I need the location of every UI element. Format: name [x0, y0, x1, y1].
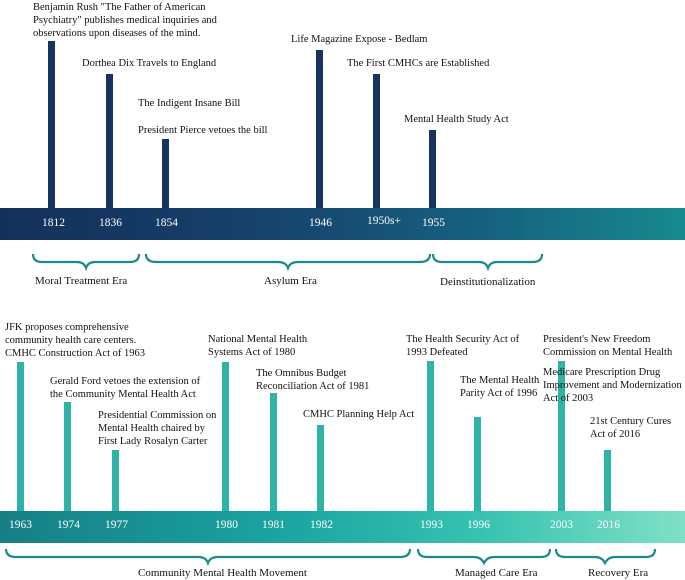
year-1812: 1812 — [42, 217, 65, 229]
stem-1812 — [48, 41, 55, 208]
era-moral-treatment: Moral Treatment Era — [35, 275, 128, 287]
event-cmhc-planning-help-act: CMHC Planning Help Act — [303, 409, 415, 420]
year-2016: 2016 — [597, 519, 620, 531]
year-1996: 1996 — [467, 519, 490, 531]
event-life-magazine: Life Magazine Expose - Bedlam — [291, 34, 428, 45]
era-community-mh-movement: Community Mental Health Movement — [138, 567, 307, 579]
year-1950s: 1950s+ — [367, 215, 401, 227]
year-1955: 1955 — [422, 217, 445, 229]
event-first-cmhcs: The First CMHCs are Established — [347, 58, 490, 69]
stem-2003 — [558, 361, 565, 511]
event-omnibus-budget-act: The Omnibus Budget Reconciliation Act of… — [256, 368, 370, 392]
year-1963: 1963 — [9, 519, 32, 531]
stem-1946 — [316, 50, 323, 208]
stem-1974 — [64, 402, 71, 511]
year-1981: 1981 — [262, 519, 285, 531]
event-benjamin-rush: Benjamin Rush "The Father of American Ps… — [33, 2, 217, 39]
event-medicare-prescription-act: Medicare Prescription Drug Improvement a… — [543, 367, 682, 404]
event-national-mh-systems-act: National Mental Health Systems Act of 19… — [208, 334, 308, 358]
year-1980: 1980 — [215, 519, 238, 531]
stem-1836 — [106, 74, 113, 208]
era-deinstitutionalization: Deinstitutionalization — [440, 276, 536, 288]
year-1946: 1946 — [309, 217, 332, 229]
event-ford-veto: Gerald Ford vetoes the extension of the … — [50, 376, 201, 400]
event-jfk-cmhc-act: JFK proposes comprehensive community hea… — [5, 322, 146, 359]
event-presidential-commission: Presidential Commission on Mental Health… — [98, 410, 217, 447]
stem-1950s — [373, 74, 380, 208]
stem-1993 — [427, 361, 434, 511]
event-mh-parity-act: The Mental Health Parity Act of 1996 — [460, 375, 540, 399]
event-new-freedom-commission: President's New Freedom Commission on Me… — [543, 334, 673, 358]
year-2003: 2003 — [550, 519, 573, 531]
stem-1963 — [17, 362, 24, 511]
era-recovery: Recovery Era — [588, 567, 649, 579]
year-1977: 1977 — [105, 519, 128, 531]
era-asylum: Asylum Era — [264, 275, 317, 287]
year-1854: 1854 — [155, 217, 178, 229]
event-indigent-insane-bill: The Indigent Insane Bill — [138, 98, 241, 109]
stem-1955 — [429, 130, 436, 208]
stem-1982 — [317, 425, 324, 511]
stem-1980 — [222, 362, 229, 511]
stem-1854 — [162, 139, 169, 208]
event-mental-health-study-act: Mental Health Study Act — [404, 114, 509, 125]
timeline-band-top — [0, 208, 685, 240]
event-21st-century-cures-act: 21st Century Cures Act of 2016 — [590, 416, 672, 440]
stem-1996 — [474, 417, 481, 511]
event-dorthea-dix: Dorthea Dix Travels to England — [82, 58, 217, 69]
year-1982: 1982 — [310, 519, 333, 531]
stem-2016 — [604, 450, 611, 511]
year-1993: 1993 — [420, 519, 443, 531]
year-1974: 1974 — [57, 519, 80, 531]
timeline-band-bottom — [0, 511, 685, 543]
stem-1981 — [270, 393, 277, 511]
year-1836: 1836 — [99, 217, 122, 229]
event-pierce-veto: President Pierce vetoes the bill — [138, 125, 268, 136]
stem-1977 — [112, 450, 119, 511]
event-health-security-act: The Health Security Act of 1993 Defeated — [406, 334, 520, 358]
era-managed-care: Managed Care Era — [455, 567, 538, 579]
